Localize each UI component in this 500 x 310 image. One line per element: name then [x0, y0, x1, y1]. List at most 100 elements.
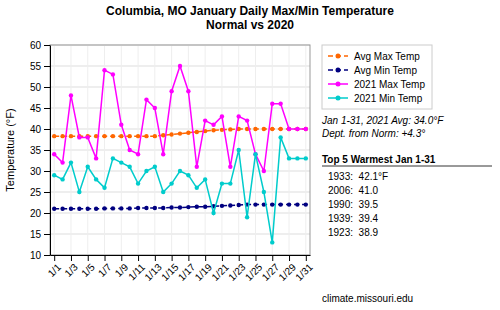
point	[203, 118, 207, 122]
point	[136, 181, 140, 185]
point	[253, 202, 257, 206]
legend-entry: 2021 Min Temp	[328, 93, 423, 104]
grid-line	[87, 45, 88, 255]
legend-marker	[336, 68, 341, 73]
tick: 50	[30, 82, 50, 93]
tick-mark	[54, 255, 55, 261]
tick: 35	[30, 145, 50, 156]
tick: 20	[30, 208, 50, 219]
tick-mark	[188, 255, 189, 261]
tick: 30	[30, 166, 50, 177]
point	[178, 64, 182, 68]
point	[203, 205, 207, 209]
point	[278, 135, 282, 139]
point	[119, 206, 123, 210]
series-line	[54, 205, 306, 209]
tick: 25	[30, 187, 50, 198]
y-axis: 1015202530354045505560	[30, 40, 51, 261]
tick: 55	[30, 61, 50, 72]
grid-line	[121, 45, 122, 255]
point	[111, 72, 115, 76]
point	[287, 127, 291, 131]
text-line: Columbia, MO January Daily Max/Min Tempe…	[106, 4, 394, 18]
title: Columbia, MO January Daily Max/Min Tempe…	[106, 4, 394, 32]
point	[195, 165, 199, 169]
legend-label: 2021 Max Temp	[354, 79, 425, 90]
tick-label: 1/11	[126, 261, 147, 282]
point	[136, 134, 140, 138]
tick-mark	[155, 255, 156, 261]
underline	[322, 166, 492, 167]
point	[136, 152, 140, 156]
tick-mark	[255, 255, 256, 261]
point	[270, 240, 274, 244]
tick-label: 35	[30, 145, 42, 156]
grid-line	[50, 192, 310, 193]
tick-mark	[44, 87, 50, 88]
tick-label: 40	[30, 124, 42, 135]
point	[111, 156, 115, 160]
point	[169, 181, 173, 185]
point	[60, 207, 64, 211]
point	[102, 134, 106, 138]
tick-mark	[44, 108, 50, 109]
annotation: 1923: 38.9	[328, 227, 378, 238]
point	[153, 165, 157, 169]
axis-line	[50, 46, 51, 256]
point	[127, 148, 131, 152]
point	[211, 128, 215, 132]
tick: 10	[30, 250, 50, 261]
point	[178, 205, 182, 209]
point	[111, 206, 115, 210]
point	[186, 89, 190, 93]
point	[186, 173, 190, 177]
point	[304, 202, 308, 206]
point	[278, 102, 282, 106]
chart: Columbia, MO January Daily Max/Min Tempe…	[0, 0, 500, 310]
point	[253, 127, 257, 131]
grid-line	[205, 45, 206, 255]
point	[153, 206, 157, 210]
point	[94, 156, 98, 160]
tick: 45	[30, 103, 50, 114]
tick-label: 15	[30, 229, 42, 240]
point	[52, 134, 56, 138]
tick: 1/17	[176, 255, 198, 283]
tick-mark	[44, 129, 50, 130]
tick: 1/1	[46, 255, 64, 279]
tick: 1/15	[159, 255, 181, 283]
point	[136, 206, 140, 210]
tick-mark	[44, 213, 50, 214]
point	[262, 169, 266, 173]
grid	[50, 45, 310, 255]
point	[144, 206, 148, 210]
tick: 1/31	[293, 255, 315, 283]
point	[161, 190, 165, 194]
tick-label: 50	[30, 82, 42, 93]
point	[220, 181, 224, 185]
point	[295, 202, 299, 206]
point	[52, 152, 56, 156]
point	[295, 156, 299, 160]
grid-line	[272, 45, 273, 255]
tick-mark	[44, 66, 50, 67]
point	[228, 165, 232, 169]
tick-mark	[272, 255, 273, 261]
point	[144, 134, 148, 138]
legend: Avg Max TempAvg Min Temp2021 Max Temp202…	[322, 45, 432, 109]
point	[262, 190, 266, 194]
point	[69, 207, 73, 211]
point	[119, 160, 123, 164]
point	[94, 177, 98, 181]
point	[278, 127, 282, 131]
point	[237, 203, 241, 207]
point	[195, 205, 199, 209]
tick: 1/21	[209, 255, 231, 283]
tick: 1/13	[142, 255, 164, 283]
plot-frame	[50, 45, 310, 255]
point	[77, 135, 81, 139]
tick: 1/7	[96, 255, 114, 279]
grid-line	[221, 45, 222, 255]
point	[237, 114, 241, 118]
point	[270, 127, 274, 131]
